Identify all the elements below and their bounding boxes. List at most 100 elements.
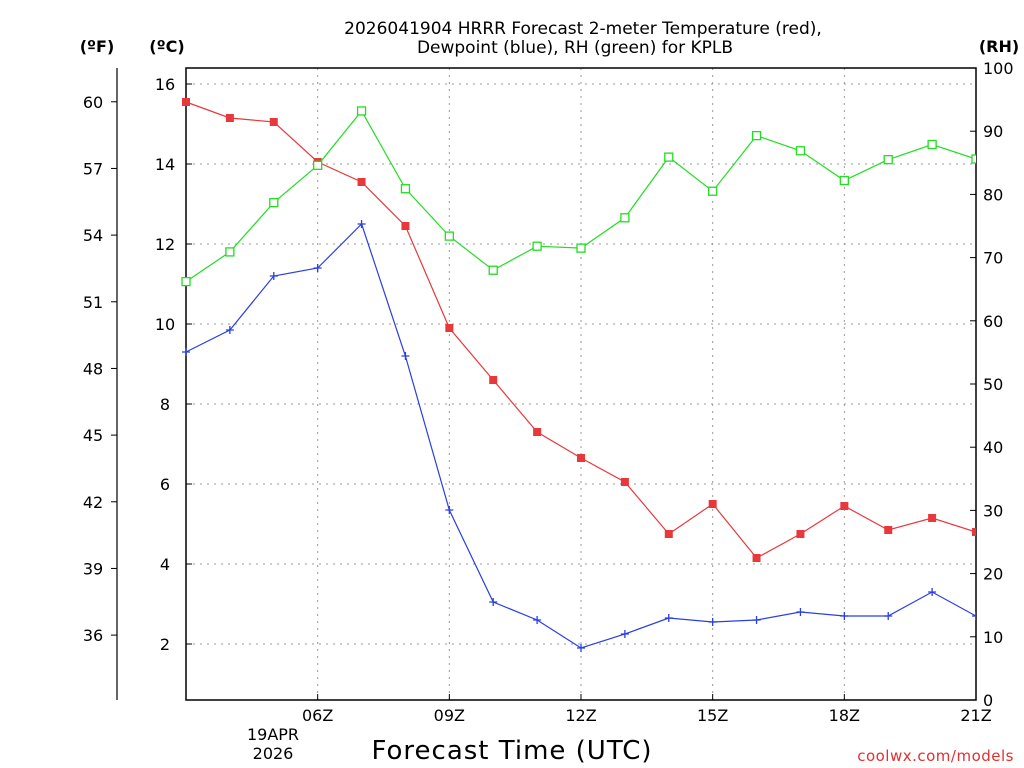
relative-humidity-point	[313, 160, 323, 170]
temperature-line	[185, 101, 976, 559]
dewpoint-point	[313, 264, 322, 272]
celsius-tick-label: 2	[160, 635, 170, 654]
temperature-point	[182, 98, 190, 106]
relative-humidity-point	[883, 154, 893, 165]
rh-tick-label: 100	[983, 59, 1014, 78]
relative-humidity-point	[620, 213, 630, 223]
temperature-point	[269, 118, 278, 126]
temperature-point	[489, 376, 498, 384]
dewpoint-point	[884, 612, 893, 620]
dewpoint-point	[796, 608, 805, 616]
temperature-point	[928, 514, 937, 522]
celsius-tick-label: 12	[155, 235, 175, 254]
celsius-tick-label: 4	[160, 555, 170, 574]
relative-humidity-point	[400, 184, 411, 194]
date-label-year: 2026	[253, 744, 294, 763]
dewpoint-point	[533, 616, 542, 624]
x-tick-label: 09Z	[434, 706, 465, 725]
temperature-point	[620, 478, 629, 486]
temperature-point	[708, 500, 717, 508]
relative-humidity-point	[795, 146, 806, 156]
relative-humidity-point	[225, 247, 235, 257]
axis-ticks: 06Z 09Z 12Z 15Z 18Z 21Z 2 4 6 8 10 12 14 16 36 39 42 45 48…	[83, 59, 1014, 725]
celsius-tick-label: 8	[160, 395, 170, 414]
rh-tick-label: 60	[983, 312, 1003, 331]
x-axis-title: Forecast Time (UTC)	[371, 736, 652, 766]
dewpoint-point	[269, 272, 278, 280]
temperature-point	[225, 114, 234, 122]
date-label-day: 19APR	[247, 725, 299, 744]
celsius-tick-label: 14	[155, 155, 175, 174]
fahrenheit-tick-label: 45	[83, 426, 103, 445]
x-tick-label: 18Z	[829, 706, 860, 725]
x-tick-label: 06Z	[302, 706, 333, 725]
temperature-point	[840, 502, 849, 510]
dewpoint-point	[972, 612, 976, 620]
temperature-point	[884, 526, 893, 534]
dewpoint-point	[489, 598, 498, 606]
rh-tick-label: 80	[983, 185, 1003, 204]
rh-tick-label: 50	[983, 375, 1003, 394]
celsius-tick-label: 10	[155, 315, 175, 334]
temperature-point	[533, 428, 542, 436]
relative-humidity-point	[356, 106, 367, 116]
fahrenheit-tick-label: 54	[83, 226, 103, 245]
celsius-tick-label: 6	[160, 475, 170, 494]
relative-humidity-point	[444, 231, 454, 241]
rh-tick-label: 90	[983, 122, 1003, 141]
dewpoint-point	[664, 614, 673, 622]
temperature-series	[182, 98, 976, 562]
relative-humidity-point	[708, 186, 718, 196]
temperature-point	[752, 554, 761, 562]
relative-humidity-point	[181, 276, 191, 287]
x-tick-label: 15Z	[697, 706, 728, 725]
fahrenheit-tick-label: 60	[83, 93, 103, 112]
relative-humidity-point	[839, 175, 849, 186]
relative-humidity-point	[751, 130, 762, 141]
dewpoint-point	[182, 348, 190, 356]
relative-humidity-point	[269, 197, 279, 208]
temperature-point	[577, 454, 585, 462]
x-tick-label: 12Z	[565, 706, 596, 725]
temperature-point	[357, 178, 366, 186]
relative-humidity-point	[971, 154, 976, 164]
celsius-tick-label: 16	[155, 75, 175, 94]
rh-tick-label: 40	[983, 438, 1003, 457]
fahrenheit-tick-label: 36	[83, 626, 103, 645]
relative-humidity-point	[664, 152, 674, 162]
temperature-point	[445, 324, 454, 332]
relative-humidity-point	[532, 241, 542, 251]
series-layer	[181, 98, 976, 652]
relative-humidity-point	[576, 243, 586, 253]
rh-tick-label: 70	[983, 249, 1003, 268]
fahrenheit-unit-label: (ºF)	[80, 37, 115, 56]
dewpoint-point	[620, 630, 629, 638]
dewpoint-point	[225, 326, 234, 334]
dewpoint-point	[928, 588, 937, 596]
dewpoint-point	[577, 644, 585, 652]
fahrenheit-tick-label: 57	[83, 159, 103, 178]
dewpoint-point	[752, 616, 761, 624]
temperature-point	[796, 530, 805, 538]
dewpoint-point	[357, 220, 366, 228]
x-tick-label: 21Z	[960, 706, 991, 725]
fahrenheit-tick-label: 51	[83, 293, 103, 312]
rh-tick-label: 0	[983, 691, 993, 710]
rh-unit-label: (RH)	[979, 37, 1019, 56]
dewpoint-point	[445, 506, 454, 514]
dewpoint-line	[185, 222, 976, 649]
fahrenheit-tick-label: 42	[83, 493, 103, 512]
dewpoint-point	[840, 612, 849, 620]
credit-label: coolwx.com/models	[857, 747, 1014, 765]
temperature-point	[401, 222, 410, 230]
dewpoint-point	[401, 352, 410, 360]
dewpoint-series	[182, 220, 976, 652]
celsius-unit-label: (ºC)	[149, 37, 184, 56]
relative-humidity-series	[181, 106, 976, 287]
fahrenheit-tick-label: 39	[83, 559, 103, 578]
rh-tick-label: 10	[983, 628, 1003, 647]
rh-tick-label: 20	[983, 565, 1003, 584]
chart-title-line-1: 2026041904 HRRR Forecast 2-meter Tempera…	[344, 19, 822, 39]
relative-humidity-point	[488, 265, 498, 275]
